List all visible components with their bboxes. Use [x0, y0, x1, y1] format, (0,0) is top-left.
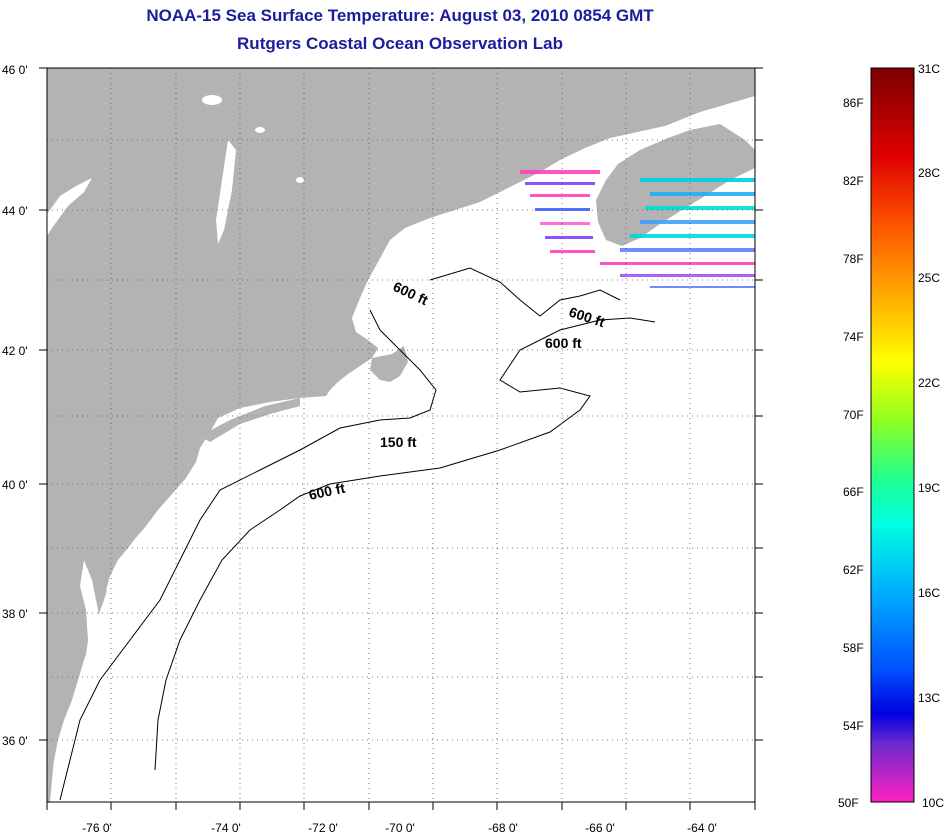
colorbar-label-f: 70F — [843, 408, 864, 422]
lon-label: -66 0' — [585, 821, 615, 835]
lat-label: 44 0' — [2, 204, 28, 218]
contour-label: 600 ft — [545, 335, 582, 351]
colorbar-label-c: 13C — [918, 691, 941, 705]
colorbar-label-c: 28C — [918, 166, 941, 180]
map-subtitle: Rutgers Coastal Ocean Observation Lab — [237, 34, 563, 53]
contour-600ft-shelf — [154, 317, 656, 771]
land-cape-cod — [370, 346, 408, 382]
contour-gulf-of-maine — [429, 267, 621, 317]
lake-ontario-shore — [47, 178, 92, 236]
land-mainland — [47, 68, 755, 802]
lake-small — [296, 177, 304, 183]
contour-label: 600 ft — [307, 480, 346, 503]
colorbar-label-c: 16C — [918, 586, 941, 600]
axis-ticks — [39, 67, 763, 810]
colorbar-label-f: 58F — [843, 641, 864, 655]
lake-champlain — [216, 140, 236, 244]
colorbar-label-c: 31C — [918, 62, 941, 76]
sst-data-swath — [520, 170, 755, 288]
colorbar-label-f: 74F — [843, 330, 864, 344]
lon-label: -68 0' — [488, 821, 518, 835]
colorbar-label-f: 50F — [838, 796, 859, 810]
lat-label: 40 0' — [2, 478, 28, 492]
colorbar-label-c: 25C — [918, 271, 941, 285]
contour-150ft — [59, 309, 437, 801]
water-delaware-bay — [106, 548, 128, 592]
colorbar-label-c: 19C — [918, 481, 941, 495]
colorbar-label-f: 82F — [843, 174, 864, 188]
colorbar-label-f: 86F — [843, 96, 864, 110]
map-title: NOAA-15 Sea Surface Temperature: August … — [146, 6, 654, 25]
contour-label: 150 ft — [380, 434, 417, 450]
colorbar-label-f: 78F — [843, 252, 864, 266]
graticule — [47, 68, 755, 802]
lon-label: -72 0' — [308, 821, 338, 835]
lon-label: -76 0' — [82, 821, 112, 835]
latitude-labels: 46 0' 44 0' 42 0' 40 0' 38 0' 36 0' — [2, 63, 28, 748]
colorbar-label-c: 22C — [918, 376, 941, 390]
map-frame — [46, 67, 756, 803]
land-long-island — [200, 398, 300, 442]
bathymetry-contours — [59, 267, 656, 801]
lon-label: -64 0' — [687, 821, 717, 835]
lake-small — [202, 95, 222, 105]
lat-label: 46 0' — [2, 63, 28, 77]
water-chesapeake-bay — [80, 560, 100, 720]
lon-label: -74 0' — [211, 821, 241, 835]
colorbar-label-f: 66F — [843, 485, 864, 499]
land-nova-scotia — [596, 124, 755, 246]
colorbar-label-c: 10C — [922, 796, 945, 810]
lon-label: -70 0' — [385, 821, 415, 835]
longitude-labels: -76 0' -74 0' -72 0' -70 0' -68 0' -66 0… — [82, 821, 717, 835]
lat-label: 42 0' — [2, 344, 28, 358]
colorbar-label-f: 62F — [843, 563, 864, 577]
lake-small — [255, 127, 265, 133]
lat-label: 38 0' — [2, 607, 28, 621]
colorbar-label-f: 54F — [843, 719, 864, 733]
temperature-colorbar — [870, 67, 915, 803]
lat-label: 36 0' — [2, 734, 28, 748]
